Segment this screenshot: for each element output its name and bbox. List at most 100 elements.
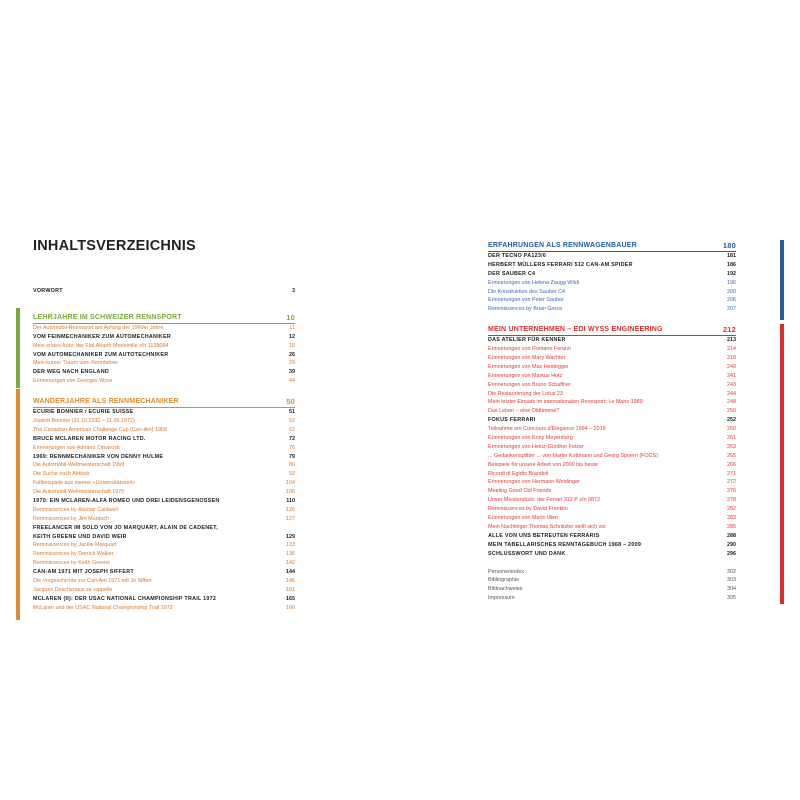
toc-entry-title: DER SAUBER C4 xyxy=(488,270,536,277)
toc-subentry[interactable]: Reminiscences by Brian Groza 207 xyxy=(488,305,736,314)
toc-subentry[interactable]: Erinnerungen von Kony Meyenberg 261 xyxy=(488,434,736,443)
toc-chapter[interactable]: BRUCE MCLAREN MOTOR RACING LTD. 72 xyxy=(33,435,295,444)
toc-entry-page: 186 xyxy=(727,261,736,268)
toc-chapter[interactable]: SCHLUSSWORT UND DANK 296 xyxy=(488,550,736,559)
toc-chapter[interactable]: KEITH GREENE UND DAVID WEIR 129 xyxy=(33,533,295,542)
toc-chapter[interactable]: MEIN TABELLARISCHES RENNTAGEBUCH 1968 – … xyxy=(488,541,736,550)
section-heading[interactable]: MEIN UNTERNEHMEN – EDI WYSS ENGINEERING 2… xyxy=(488,323,736,337)
toc-chapter[interactable]: HERBERT MÜLLERS FERRARI 512 CAN-AM SPIDE… xyxy=(488,261,736,270)
toc-entry-page: 196 xyxy=(727,279,736,286)
toc-entry-vorwort[interactable]: VORWORT 3 xyxy=(33,287,295,296)
toc-subentry[interactable]: ... Gedankensplitter ... von Martin Kott… xyxy=(488,452,736,461)
toc-chapter[interactable]: VOM FEINMECHANIKER ZUM AUTOMECHANIKER 12 xyxy=(33,333,295,342)
toc-entry-page: 126 xyxy=(286,506,295,513)
toc-subentry[interactable]: Erinnerungen von Bruno Schaffner 243 xyxy=(488,381,736,390)
toc-subentry[interactable]: Ricordi di Egidio Brandoli 271 xyxy=(488,470,736,479)
toc-subentry[interactable]: Reminiscences by Derrick Walker 136 xyxy=(33,550,295,559)
toc-chapter[interactable]: 1969: RENNMECHANIKER VON DENNY HULME 79 xyxy=(33,453,295,462)
toc-subentry[interactable]: Beispiele für unsere Arbeit von 2000 bis… xyxy=(488,461,736,470)
toc-chapter[interactable]: DER SAUBER C4 192 xyxy=(488,270,736,279)
toc-chapter[interactable]: CAN-AM 1971 MIT JOSEPH SIFFERT 144 xyxy=(33,568,295,577)
toc-entry-title: Erinnerungen von Kony Meyenberg xyxy=(488,435,573,442)
toc-chapter[interactable]: VOM AUTOMECHANIKER ZUM AUTOTECHNIKER 26 xyxy=(33,351,295,360)
toc-subentry[interactable]: Erinnerungen von Adriano Cimarosti 76 xyxy=(33,444,295,453)
toc-subentry[interactable]: Erinnerungen von Romano Ferarzi 214 xyxy=(488,345,736,354)
toc-subentry[interactable]: Erinnerungen von Max Heidegger 240 xyxy=(488,363,736,372)
section-underline xyxy=(33,322,295,324)
toc-subentry[interactable]: Reminiscences by Jim Murdoch 127 xyxy=(33,515,295,524)
toc-subentry[interactable]: Jacques Deschenaux se rappelle 161 xyxy=(33,586,295,595)
toc-entry-title: Joakim Bonnier (31.10.1930 – 11.06.1972) xyxy=(33,418,135,425)
toc-entry-title: Teilnahme am Concours d'Elegance 1994 – … xyxy=(488,426,606,433)
appendix-entry[interactable]: Bildnachweise 304 xyxy=(488,585,736,594)
toc-entry-page: 243 xyxy=(727,381,736,388)
toc-subentry[interactable]: Reminiscences by Jackie Marquart 133 xyxy=(33,541,295,550)
toc-subentry[interactable]: Erinnerungen von Mario Illien 283 xyxy=(488,514,736,523)
toc-entry-page: 12 xyxy=(289,333,295,340)
toc-entry-title: Mein letzter Einsatz im internationalen … xyxy=(488,399,643,406)
toc-subentry[interactable]: Die Restaurierung der Lotus 23 244 xyxy=(488,390,736,399)
toc-subentry[interactable]: Teilnahme am Concours d'Elegance 1994 – … xyxy=(488,425,736,434)
toc-subentry[interactable]: Unser Meisterstück: der Ferrari 312 P s/… xyxy=(488,496,736,505)
toc-subentry[interactable]: Reminiscences by Alastair Caldwell 126 xyxy=(33,506,295,515)
toc-subentry[interactable]: Erinnerungen von Markus Hotz 241 xyxy=(488,372,736,381)
toc-entry-title: Mein kurzer Traum vom Rennfahrer xyxy=(33,360,119,367)
toc-chapter[interactable]: 1970: EIN MCLAREN-ALFA ROMEO UND DREI LE… xyxy=(33,497,295,506)
toc-subentry[interactable]: Die Vorgeschichte zur Can-Am 1971 mit Jo… xyxy=(33,577,295,586)
toc-subentry[interactable]: Die Konstruktion des Sauber C4 200 xyxy=(488,288,736,297)
toc-subentry[interactable]: Der Automobil-Rennsport am Anfang der 19… xyxy=(33,324,295,333)
appendix-entry[interactable]: Personenindex 302 xyxy=(488,568,736,577)
toc-subentry[interactable]: Das Leben – eine Oldtimerei? 250 xyxy=(488,407,736,416)
toc-subentry[interactable]: McLaren und der USAC National Championsh… xyxy=(33,604,295,613)
toc-subentry[interactable]: Erinnerungen von Mary Wachter 218 xyxy=(488,354,736,363)
toc-entry-title: HERBERT MÜLLERS FERRARI 512 CAN-AM SPIDE… xyxy=(488,261,633,268)
toc-entry-page: 207 xyxy=(727,306,736,313)
toc-entry-page: 110 xyxy=(286,498,295,505)
toc-subentry[interactable]: Mein letzter Einsatz im internationalen … xyxy=(488,398,736,407)
toc-chapter[interactable]: MCLAREN (II): DER USAC NATIONAL CHAMPION… xyxy=(33,595,295,604)
page-title: INHALTSVERZEICHNIS xyxy=(33,238,196,254)
toc-entry-title: KEITH GREENE UND DAVID WEIR xyxy=(33,533,127,540)
toc-entry-page: 276 xyxy=(727,488,736,495)
toc-chapter[interactable]: FOKUS FERRARI 252 xyxy=(488,416,736,425)
toc-right-list: ERFAHRUNGEN ALS RENNWAGENBAUER 180 DER TEC… xyxy=(488,239,736,603)
toc-entry-page: 206 xyxy=(727,297,736,304)
right-page: ERFAHRUNGEN ALS RENNWAGENBAUER 180 DER TEC… xyxy=(400,0,800,800)
toc-subentry[interactable]: Erinnerungen von Georges Wyss 44 xyxy=(33,377,295,386)
toc-entry-title: Unser Meisterstück: der Ferrari 312 P s/… xyxy=(488,497,600,504)
toc-entry-page: 62 xyxy=(289,426,295,433)
toc-subentry[interactable]: Mein Nachfolger Thomas Schnitzler stellt… xyxy=(488,523,736,532)
toc-chapter[interactable]: FREELANCER IM SOLD VON JO MARQUART, ALAI… xyxy=(33,524,295,533)
toc-chapter[interactable]: DAS ATELIER FÜR KENNER 213 xyxy=(488,336,736,345)
toc-chapter[interactable]: ECURIE BONNIER / ECURIE SUISSE 51 xyxy=(33,408,295,417)
toc-subentry[interactable]: The Canadian-American Challenge Cup (Can… xyxy=(33,426,295,435)
toc-chapter[interactable]: ALLE VON UNS BETREUTEN FERRARIS 288 xyxy=(488,532,736,541)
toc-subentry[interactable]: Erinnerungen von Peter Sauber 206 xyxy=(488,296,736,305)
toc-subentry[interactable]: Fallbeispiele aus meiner «Universitätsze… xyxy=(33,479,295,488)
section-heading[interactable]: LEHRJAHRE IM SCHWEIZER RENNSPORT 10 xyxy=(33,311,295,324)
toc-subentry[interactable]: Mein kurzer Traum vom Rennfahrer 29 xyxy=(33,359,295,368)
toc-entry-title: BRUCE MCLAREN MOTOR RACING LTD. xyxy=(33,435,146,442)
toc-entry-page: 304 xyxy=(727,586,736,593)
section-heading[interactable]: ERFAHRUNGEN ALS RENNWAGENBAUER 180 xyxy=(488,239,736,252)
appendix-entry[interactable]: Bibliographie 303 xyxy=(488,576,736,585)
toc-chapter[interactable]: DER WEG NACH ENGLAND 39 xyxy=(33,368,295,377)
section-heading[interactable]: WANDERJAHRE ALS RENNMECHANIKER 50 xyxy=(33,395,295,409)
toc-entry-title: ALLE VON UNS BETREUTEN FERRARIS xyxy=(488,532,600,539)
toc-subentry[interactable]: Die Suche nach Abtrieb 92 xyxy=(33,470,295,479)
toc-subentry[interactable]: Mein erstes Auto: der Fiat Abarth Monomi… xyxy=(33,342,295,351)
toc-subentry[interactable]: Die Automobil-Weltmeisterschaft 1969 80 xyxy=(33,461,295,470)
toc-subentry[interactable]: Reminiscences by Keith Greene 142 xyxy=(33,559,295,568)
toc-entry-page: 266 xyxy=(727,461,736,468)
toc-subentry[interactable]: Die Automobil-Weltmeisterschaft 1970 106 xyxy=(33,488,295,497)
toc-chapter[interactable]: DER TECNO PA123/6 181 xyxy=(488,252,736,261)
toc-subentry[interactable]: Reminiscences by David Franklin 282 xyxy=(488,505,736,514)
toc-entry-title: Erinnerungen von Max Heidegger xyxy=(488,363,569,370)
toc-subentry[interactable]: Joakim Bonnier (31.10.1930 – 11.06.1972)… xyxy=(33,417,295,426)
toc-subentry[interactable]: Erinnerungen von Helena Zaugg Wildi 196 xyxy=(488,279,736,288)
toc-subentry[interactable]: Erinnerungen von Hermann Weidinger 272 xyxy=(488,478,736,487)
toc-subentry[interactable]: Erinnerungen von Heinz-Günther Fetzer 263 xyxy=(488,443,736,452)
toc-entry-page: 76 xyxy=(289,444,295,451)
toc-subentry[interactable]: Meeting Good Old Friends 276 xyxy=(488,487,736,496)
appendix-entry[interactable]: Impressum 305 xyxy=(488,594,736,603)
